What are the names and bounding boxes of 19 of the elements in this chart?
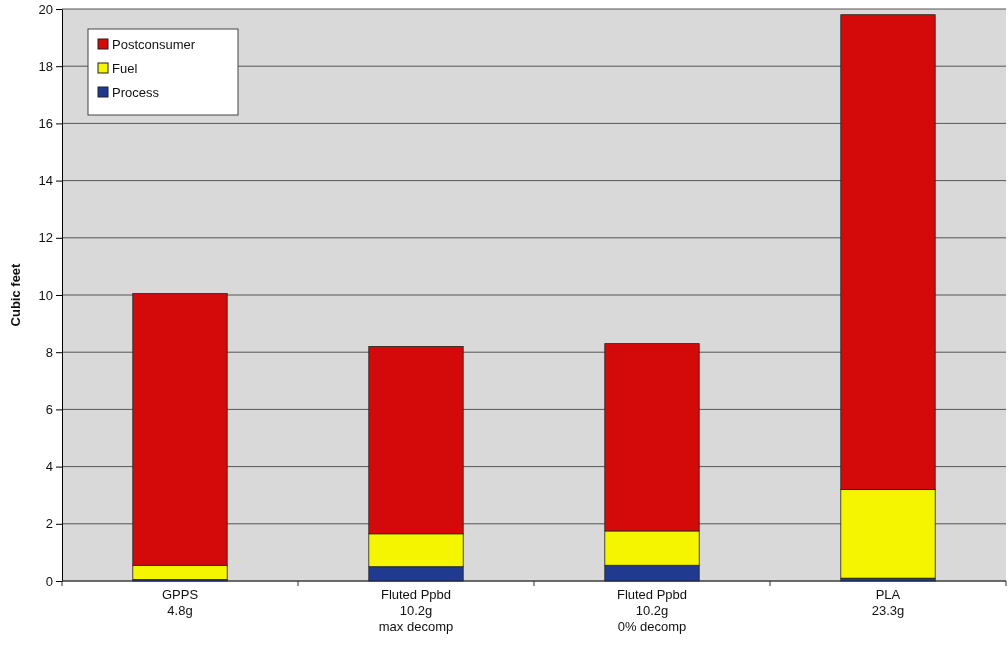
y-axis-title: Cubic feet xyxy=(8,262,23,327)
y-tick-label: 12 xyxy=(38,230,53,246)
legend-label: Fuel xyxy=(112,61,138,76)
x-tick-label: Fluted Ppbd 10.2g max decomp xyxy=(378,587,454,634)
x-tick-label: GPPS 4.8g xyxy=(161,587,199,618)
y-tick-label: 8 xyxy=(45,344,53,360)
y-tick-label: 16 xyxy=(38,116,53,132)
x-tick-label: Fluted Ppbd 10.2g 0% decomp xyxy=(616,587,688,634)
legend-label: Postconsumer xyxy=(112,37,196,52)
x-tick-label: PLA 23.3g xyxy=(871,587,905,618)
y-tick-label: 20 xyxy=(38,1,53,17)
legend-label: Process xyxy=(112,85,160,100)
y-tick-label: 4 xyxy=(45,459,53,475)
y-tick-label: 2 xyxy=(45,516,53,532)
y-tick-label: 6 xyxy=(45,402,53,418)
y-tick-label: 10 xyxy=(38,287,53,303)
y-tick-label: 0 xyxy=(45,573,53,589)
y-tick-label: 14 xyxy=(38,173,53,189)
y-tick-label: 18 xyxy=(38,58,53,74)
